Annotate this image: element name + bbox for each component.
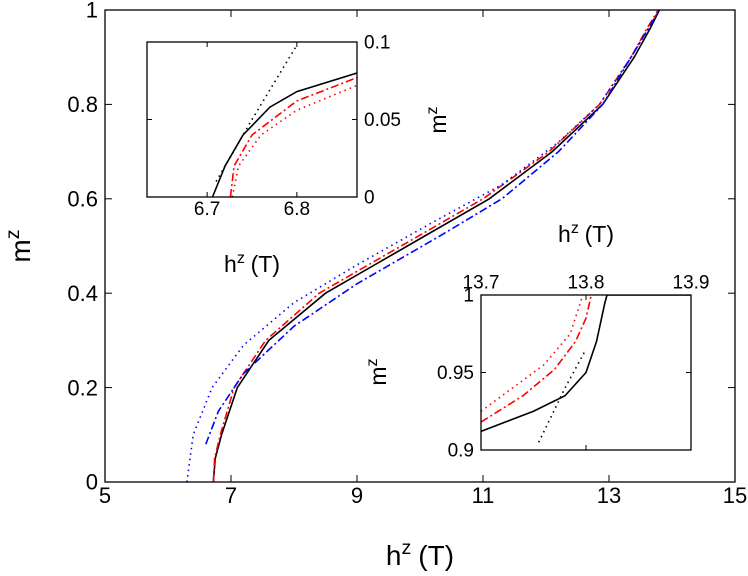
x-tick-label: 13.7 bbox=[463, 272, 500, 293]
label-symbol: h bbox=[224, 251, 237, 277]
axis-label: mz bbox=[363, 358, 391, 385]
x-tick-label: 13.8 bbox=[568, 272, 605, 293]
series-line bbox=[229, 76, 357, 197]
x-tick-label: 13.9 bbox=[673, 272, 710, 293]
series-line bbox=[215, 44, 298, 182]
label-symbol: m bbox=[365, 366, 391, 385]
label-superscript: z bbox=[363, 358, 381, 366]
x-tick-label: 5 bbox=[99, 483, 111, 508]
axis-label: hz (T) bbox=[558, 219, 614, 247]
y-tick-label: 0.05 bbox=[364, 110, 401, 131]
y-tick-label: 1 bbox=[86, 0, 98, 23]
axis-label: hz (T) bbox=[386, 537, 454, 571]
label-unit: (T) bbox=[585, 221, 614, 247]
label-unit: (T) bbox=[418, 540, 454, 571]
label-unit: (T) bbox=[251, 251, 280, 277]
y-tick-label: 1 bbox=[463, 286, 474, 307]
label-symbol: m bbox=[5, 239, 36, 262]
x-tick-label: 7 bbox=[225, 483, 237, 508]
y-tick-label: 0 bbox=[364, 188, 375, 209]
y-tick-label: 0.95 bbox=[437, 363, 474, 384]
series-line bbox=[212, 10, 661, 482]
series-line bbox=[205, 10, 661, 445]
x-tick-label: 13 bbox=[597, 483, 621, 508]
label-symbol: h bbox=[386, 540, 402, 571]
series-line bbox=[481, 295, 593, 423]
inset-chart: 6.7 6.800.050.1hz (T)mz bbox=[146, 33, 451, 277]
x-tick-label: 9 bbox=[351, 483, 363, 508]
x-tick-label: 6.8 bbox=[284, 199, 310, 220]
y-tick-label: 0.1 bbox=[364, 33, 390, 54]
label-superscript: z bbox=[571, 219, 579, 237]
axis-label: mz bbox=[2, 229, 36, 262]
y-tick-label: 0.4 bbox=[67, 281, 98, 306]
x-tick-label: 15 bbox=[723, 483, 747, 508]
label-symbol: m bbox=[425, 114, 451, 133]
y-tick-label: 0.2 bbox=[67, 375, 98, 400]
axes-box bbox=[104, 9, 736, 483]
x-tick-label: 11 bbox=[472, 483, 495, 508]
label-superscript: z bbox=[2, 229, 24, 239]
label-superscript: z bbox=[423, 106, 441, 114]
series-line bbox=[481, 295, 584, 412]
label-superscript: z bbox=[402, 537, 412, 559]
y-tick-label: 0 bbox=[86, 470, 98, 495]
y-tick-label: 0.8 bbox=[67, 92, 98, 117]
axis-label: mz bbox=[423, 106, 451, 133]
axis-label: hz (T) bbox=[224, 249, 280, 277]
label-symbol: h bbox=[558, 221, 571, 247]
y-tick-label: 0.6 bbox=[67, 187, 98, 212]
y-tick-label: 0.9 bbox=[448, 441, 474, 462]
x-tick-label: 6.7 bbox=[194, 199, 220, 220]
series-line bbox=[481, 295, 691, 433]
label-superscript: z bbox=[237, 249, 245, 267]
